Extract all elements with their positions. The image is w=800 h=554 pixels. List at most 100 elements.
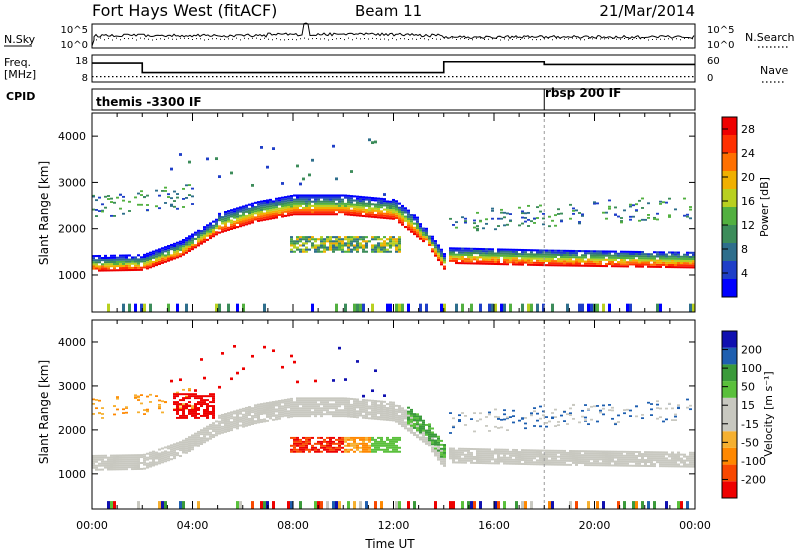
echo-cell (374, 450, 377, 453)
echo-cell (314, 446, 317, 449)
echo-cell (374, 238, 377, 241)
echo-cell (353, 444, 356, 447)
echo-cell (608, 262, 611, 266)
echo-cell (176, 412, 179, 415)
echo-cell (107, 464, 110, 467)
echo-cell (374, 246, 377, 249)
echo-cell (362, 410, 365, 413)
echo-cell (485, 248, 488, 251)
echo-cell (212, 226, 215, 229)
echo-cell (236, 501, 239, 509)
echo-cell (440, 439, 443, 442)
echo-cell (116, 458, 119, 461)
echo-cell (377, 216, 380, 219)
echo-cell (209, 234, 212, 238)
echo-cell (608, 454, 611, 457)
echo-cell (260, 409, 263, 412)
echo-cell (134, 458, 137, 461)
echo-cell (677, 455, 680, 458)
echo-cell (554, 461, 557, 464)
echo-cell (191, 195, 194, 198)
echo-cell (365, 415, 368, 418)
echo-cell (437, 443, 440, 446)
echo-cell (437, 254, 440, 257)
echo-cell (239, 420, 242, 423)
echo-cell (305, 202, 308, 205)
echo-cell (317, 250, 320, 253)
echo-cell (668, 259, 671, 262)
echo-cell (569, 264, 572, 267)
echo-cell (608, 258, 611, 261)
echo-cell (470, 461, 473, 464)
echo-cell (365, 211, 368, 214)
echo-cell (152, 260, 155, 264)
echo-cell (176, 442, 179, 445)
echo-cell (167, 451, 170, 454)
echo-cell (410, 222, 413, 225)
echo-cell (245, 414, 248, 417)
y-tick-label: 1000 (58, 269, 86, 282)
echo-cell (431, 250, 434, 253)
echo-cell (161, 261, 164, 264)
echo-cell (278, 399, 281, 402)
echo-cell (530, 257, 533, 260)
echo-cell (284, 410, 287, 413)
echo-cell (683, 453, 686, 456)
echo-cell (380, 448, 383, 451)
echo-cell (161, 189, 164, 192)
echo-cell (92, 402, 95, 405)
echo-cell (431, 427, 434, 430)
echo-cell (533, 410, 536, 413)
echo-cell (350, 409, 353, 412)
echo-cell (545, 449, 548, 452)
echo-cell (407, 413, 410, 416)
echo-cell (491, 452, 494, 455)
echo-cell (434, 248, 437, 251)
echo-cell (650, 414, 653, 416)
echo-cell (266, 205, 269, 208)
echo-cell (548, 253, 551, 256)
echo-cell (572, 212, 575, 215)
echo-cell (299, 240, 302, 243)
echo-cell (113, 258, 116, 261)
echo-cell (113, 468, 116, 471)
echo-cell (386, 444, 389, 447)
echo-cell (413, 417, 416, 420)
echo-cell (92, 462, 95, 465)
echo-cell (536, 463, 539, 466)
echo-cell (536, 259, 539, 262)
echo-cell (389, 442, 392, 445)
echo-cell (101, 417, 104, 419)
echo-cell (335, 202, 338, 205)
echo-cell (158, 452, 161, 455)
echo-cell (272, 202, 275, 205)
echo-cell (320, 204, 323, 207)
echo-cell (353, 416, 356, 418)
echo-cell (302, 405, 305, 408)
echo-cell (98, 399, 101, 402)
nsky-frame (91, 23, 696, 49)
echo-cell (164, 460, 167, 463)
echo-cell (362, 440, 365, 443)
echo-cell (200, 441, 203, 444)
echo-cell (134, 260, 137, 263)
echo-cell (236, 226, 239, 229)
echo-cell (647, 459, 650, 462)
echo-cell (140, 256, 143, 259)
echo-cell (569, 450, 572, 453)
echo-cell (179, 441, 182, 444)
echo-cell (176, 416, 179, 419)
echo-cell (287, 414, 290, 417)
echo-cell (263, 208, 266, 211)
echo-cell (653, 501, 656, 509)
echo-cell (155, 395, 158, 397)
echo-cell (128, 262, 131, 265)
echo-cell (182, 241, 185, 244)
echo-cell (311, 242, 314, 245)
echo-cell (647, 261, 650, 264)
echo-cell (518, 419, 521, 422)
echo-cell (119, 456, 122, 459)
echo-cell (296, 213, 299, 216)
echo-cell (317, 213, 320, 216)
echo-cell (470, 256, 473, 259)
